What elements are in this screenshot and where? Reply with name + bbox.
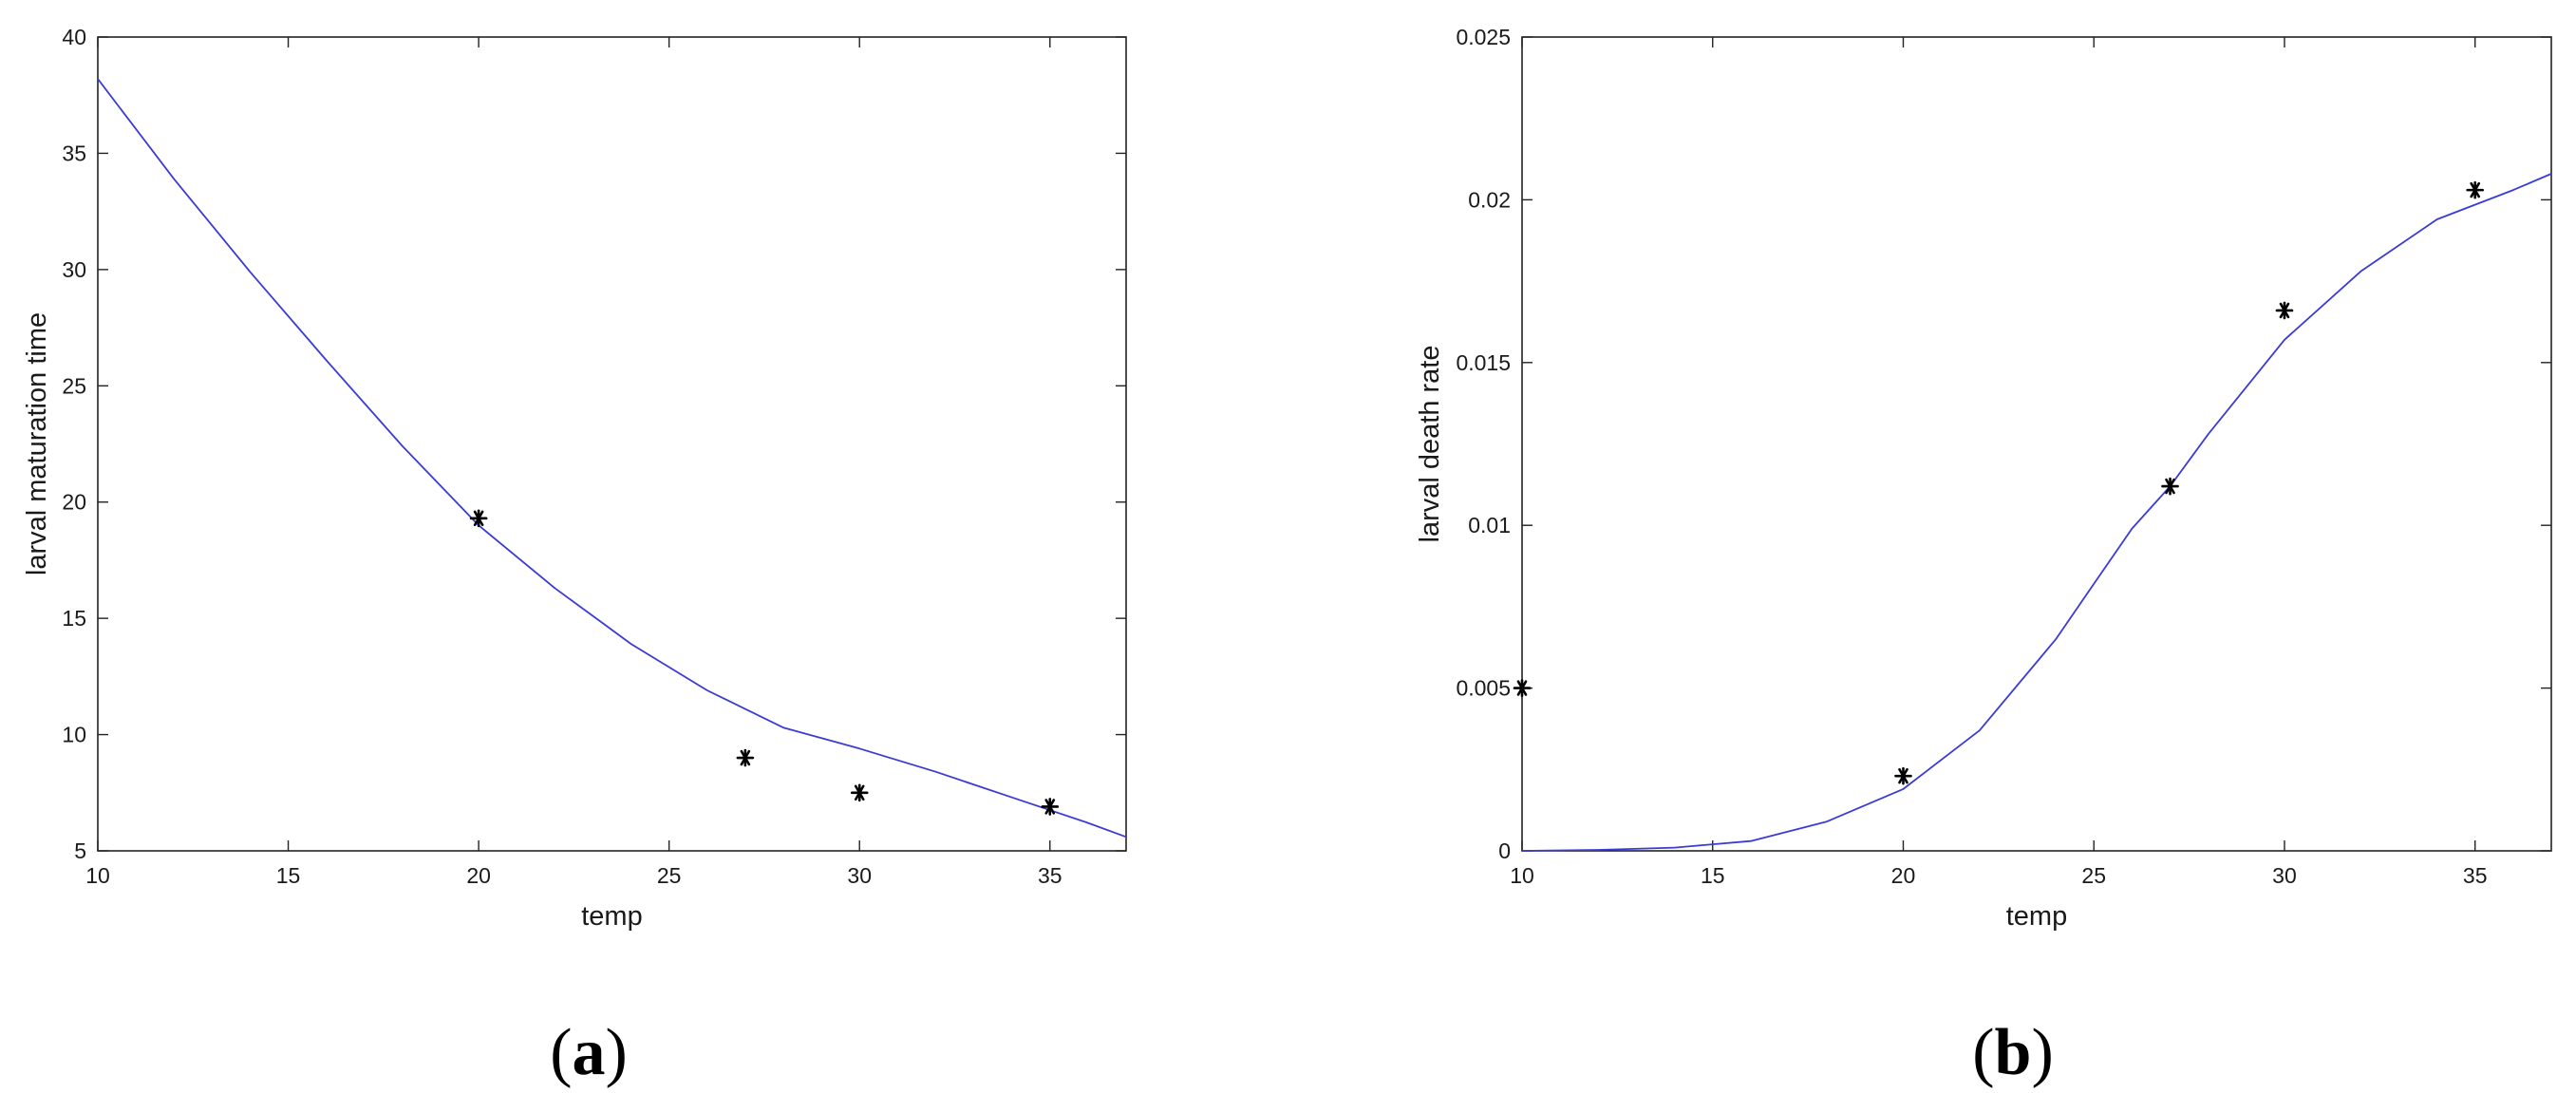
y-axis-label: larval maturation time bbox=[22, 312, 52, 575]
y-tick-label: 0.005 bbox=[1456, 676, 1511, 701]
y-tick-label: 15 bbox=[62, 606, 86, 631]
x-tick-label: 20 bbox=[466, 863, 491, 888]
data-point bbox=[2161, 477, 2179, 496]
y-tick-label: 0 bbox=[1498, 839, 1511, 863]
plot-area-frame bbox=[97, 36, 1127, 852]
data-point bbox=[850, 783, 869, 802]
x-tick-label: 35 bbox=[1038, 863, 1062, 888]
x-tick-label: 30 bbox=[847, 863, 872, 888]
fit-curve bbox=[1521, 173, 2552, 852]
x-tick-label: 15 bbox=[276, 863, 301, 888]
x-axis-label: temp bbox=[2006, 901, 2067, 932]
panel-label-b: (b) bbox=[1972, 1016, 2054, 1089]
x-tick-label: 10 bbox=[1510, 863, 1534, 888]
x-tick-label: 15 bbox=[1701, 863, 1725, 888]
y-tick-label: 25 bbox=[62, 373, 86, 398]
y-tick-label: 0.01 bbox=[1468, 513, 1511, 537]
y-tick-label: 40 bbox=[62, 25, 86, 49]
panel-label-a: (a) bbox=[550, 1016, 628, 1089]
y-tick-label: 5 bbox=[74, 839, 86, 863]
x-tick-label: 25 bbox=[657, 863, 682, 888]
data-point bbox=[1041, 798, 1060, 816]
plot-area-frame bbox=[1521, 36, 2552, 852]
x-tick-label: 25 bbox=[2081, 863, 2106, 888]
data-point bbox=[469, 509, 488, 528]
y-tick-label: 0.025 bbox=[1456, 25, 1511, 49]
y-tick-label: 0.015 bbox=[1456, 350, 1511, 375]
data-point bbox=[2275, 301, 2294, 320]
data-point bbox=[2466, 180, 2485, 199]
y-tick-label: 35 bbox=[62, 141, 86, 165]
y-tick-label: 30 bbox=[62, 257, 86, 282]
x-tick-label: 30 bbox=[2272, 863, 2297, 888]
y-axis-label: larval death rate bbox=[1415, 346, 1445, 543]
x-tick-label: 35 bbox=[2463, 863, 2488, 888]
data-point bbox=[736, 748, 755, 767]
y-tick-label: 20 bbox=[62, 490, 86, 515]
x-tick-label: 20 bbox=[1891, 863, 1916, 888]
y-tick-label: 10 bbox=[62, 723, 86, 747]
marks-a bbox=[97, 78, 1127, 839]
fit-curve bbox=[97, 78, 1127, 839]
y-tick-label: 0.02 bbox=[1468, 187, 1511, 212]
data-point bbox=[1894, 766, 1912, 785]
marks-b bbox=[1513, 173, 2552, 852]
x-axis-label: temp bbox=[581, 901, 642, 932]
ticks-b: 10 15 20 25 30 35 0 0.005 0.01 0.015 0.02 0.025 bbox=[1456, 25, 2551, 888]
data-point bbox=[1513, 679, 1532, 697]
x-tick-label: 10 bbox=[85, 863, 110, 888]
chart-panel-b: 10 15 20 25 30 35 0 0.005 0.01 0.015 0.02 0.025 tem… bbox=[1415, 25, 2552, 1089]
